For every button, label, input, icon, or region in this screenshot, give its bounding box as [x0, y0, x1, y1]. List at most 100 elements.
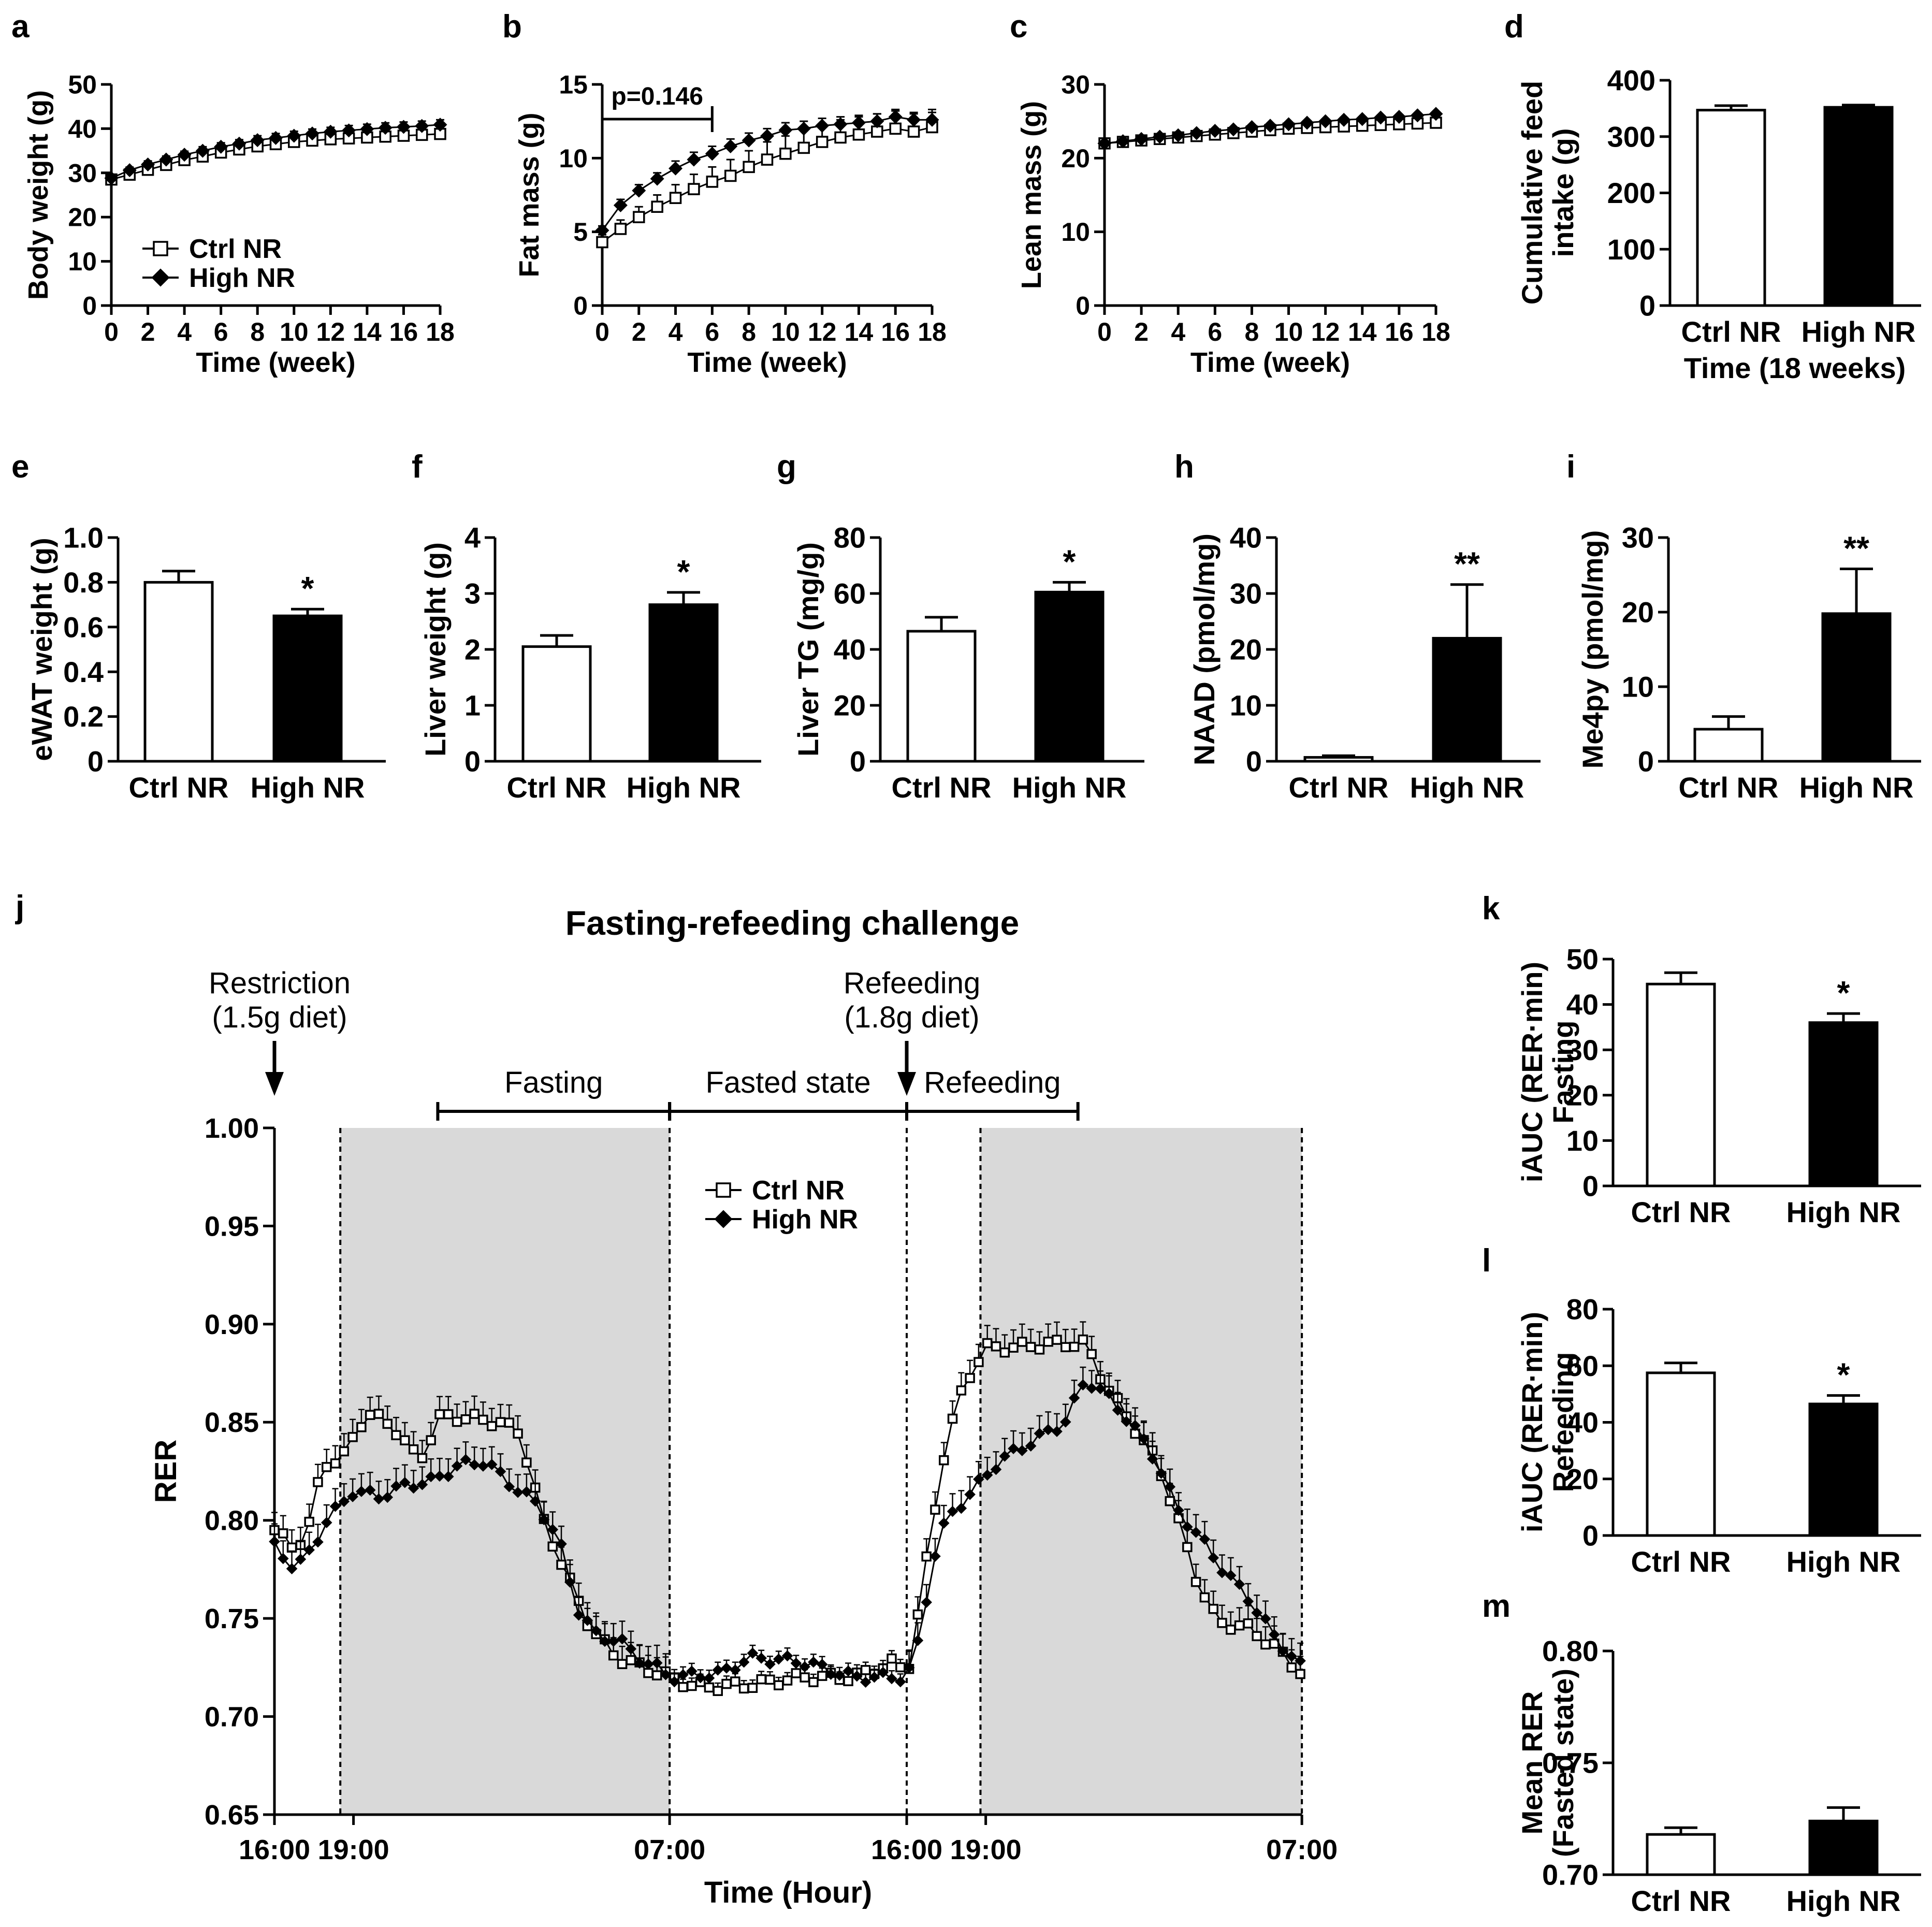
x-tick-label: Ctrl NR	[1681, 315, 1781, 348]
x-tick-label: 12	[1311, 317, 1340, 346]
significance-marker: **	[1843, 529, 1869, 567]
y-axis-title: Refeeding	[1547, 1352, 1579, 1493]
bar-high-nr	[1808, 1021, 1879, 1187]
y-tick-label: 0.95	[205, 1211, 259, 1242]
x-tick-label: 14	[1348, 317, 1377, 346]
y-tick-label: 50	[1566, 943, 1599, 976]
y-tick-label: 60	[834, 577, 866, 610]
x-tick-label: High NR	[1786, 1196, 1901, 1228]
data-point	[1355, 112, 1370, 126]
y-tick-label: 30	[1061, 70, 1090, 99]
data-point	[634, 1657, 645, 1669]
data-point	[947, 1505, 958, 1517]
data-point	[947, 1413, 958, 1424]
x-tick-label: 16:00	[871, 1834, 942, 1865]
legend-label: Ctrl NR	[189, 234, 282, 264]
data-point	[860, 1676, 871, 1688]
arrow-head	[265, 1072, 284, 1096]
y-axis-title: NAAD (pmol/mg)	[1188, 533, 1221, 765]
data-point	[694, 1672, 706, 1684]
data-point	[778, 123, 793, 137]
phase-label: Refeeding	[924, 1066, 1061, 1099]
data-point	[504, 1417, 515, 1428]
data-point	[669, 161, 683, 176]
data-point	[342, 123, 356, 138]
data-point	[400, 1435, 410, 1445]
data-point	[1034, 1428, 1045, 1439]
annotation-label: Refeeding	[844, 966, 980, 1000]
data-point	[495, 1466, 506, 1477]
data-point	[833, 117, 848, 132]
data-point	[382, 1491, 394, 1503]
data-point	[323, 124, 338, 139]
data-point	[825, 1669, 837, 1680]
panel-letter: c	[1010, 9, 1027, 45]
y-tick-label: 20	[1566, 1462, 1599, 1495]
x-tick-label: 2	[1134, 317, 1149, 346]
x-tick-label: 10	[1274, 317, 1303, 346]
panel-letter: i	[1566, 449, 1575, 485]
y-tick-label: 0.65	[205, 1800, 259, 1831]
data-point	[486, 1459, 498, 1470]
data-point	[1121, 1416, 1132, 1427]
data-point	[214, 139, 228, 154]
data-point	[834, 131, 847, 144]
data-point	[1016, 1445, 1028, 1456]
x-tick-label: Ctrl NR	[1631, 1885, 1731, 1917]
x-tick-label: Ctrl NR	[892, 771, 992, 804]
y-axis-title: Mean RER	[1516, 1691, 1548, 1835]
data-point	[408, 1444, 419, 1455]
data-point	[938, 1517, 950, 1529]
data-point	[1025, 1342, 1036, 1352]
y-tick-label: 3	[464, 577, 481, 610]
data-point	[761, 153, 774, 166]
annotation-label: (1.8g diet)	[844, 1001, 979, 1034]
x-tick-label: Ctrl NR	[507, 771, 607, 804]
data-point	[425, 1471, 437, 1483]
data-point	[513, 1428, 523, 1439]
data-point	[104, 171, 119, 185]
y-axis-title: eWAT weight (g)	[25, 538, 58, 761]
data-point	[743, 161, 755, 173]
x-tick-label: Ctrl NR	[1679, 771, 1779, 804]
bar-ctrl-nr	[1693, 728, 1764, 763]
y-axis-title: (Fasted state)	[1547, 1669, 1579, 1857]
data-point	[1260, 1613, 1271, 1625]
data-point	[1017, 1337, 1027, 1347]
y-tick-label: 20	[1230, 633, 1262, 666]
y-tick-label: 300	[1607, 120, 1655, 153]
data-point	[981, 1469, 993, 1481]
panel-l: l 0 20 40 60 80 Ctrl NR High NR * iAUC (RER·min)R…	[1482, 1243, 1921, 1578]
data-point	[365, 1410, 375, 1420]
data-point	[764, 1658, 776, 1670]
y-tick-label: 400	[1607, 64, 1655, 97]
data-point	[564, 1576, 576, 1588]
y-tick-label: 0.75	[1542, 1747, 1599, 1779]
x-tick-label: 6	[1208, 317, 1222, 346]
x-tick-label: 8	[250, 317, 265, 346]
data-point	[415, 119, 429, 133]
data-point	[974, 1357, 984, 1367]
panel-i: i 0 10 20 30 Ctrl NR High NR ** Me4py (pmol/mg)	[1566, 449, 1921, 804]
legend-marker	[716, 1182, 731, 1198]
data-point	[779, 148, 792, 160]
panel-d: d 0 100 200 300 400 Ctrl NR High NR Cumulative f…	[1504, 9, 1921, 384]
x-tick-label: 4	[1171, 317, 1185, 346]
data-point	[434, 1470, 445, 1482]
data-point	[713, 1686, 723, 1696]
data-point	[521, 1457, 532, 1468]
data-point	[434, 1409, 445, 1419]
data-point	[747, 1683, 758, 1693]
data-point	[277, 1553, 289, 1564]
bar-ctrl-nr	[906, 630, 977, 763]
data-point	[964, 1488, 976, 1500]
y-axis-title: Liver TG (mg/g)	[792, 542, 824, 757]
data-point	[1059, 1416, 1071, 1428]
data-point	[1042, 1424, 1054, 1436]
phase-label: Fasted state	[705, 1066, 870, 1099]
y-tick-label: 1.00	[205, 1113, 259, 1144]
data-point	[678, 1682, 688, 1692]
x-tick-label: 16	[881, 317, 910, 346]
x-axis-title: Time (week)	[687, 347, 847, 378]
panel-letter: m	[1482, 1588, 1510, 1624]
